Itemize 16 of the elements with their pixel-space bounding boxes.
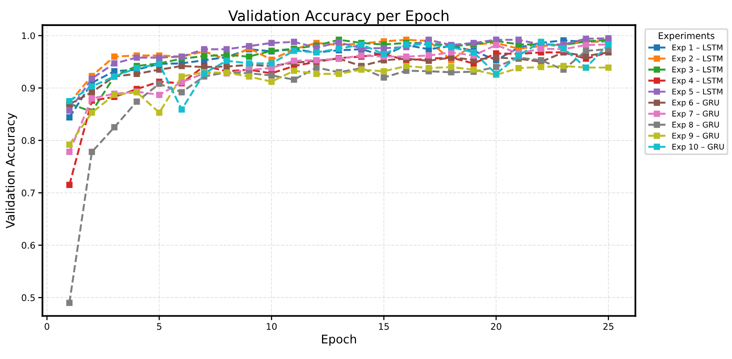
- y-tick-label: 0.9: [22, 84, 35, 92]
- legend-title: Experiments: [658, 32, 714, 41]
- x-tick-label: 20: [491, 323, 502, 330]
- x-tick-label: 10: [266, 323, 277, 330]
- y-tick-label: 0.7: [22, 190, 35, 196]
- y-axis-title: Validation Accuracy: [6, 112, 17, 228]
- x-tick-label: 15: [379, 323, 389, 330]
- y-tick-label: 0.6: [22, 242, 35, 249]
- x-tick-label: 5: [157, 323, 162, 330]
- x-tick-label: 25: [603, 323, 614, 330]
- y-tick-label: 1.0: [22, 32, 35, 40]
- x-tick-label: 0: [44, 323, 50, 330]
- y-tick-label: 0.5: [22, 294, 35, 302]
- x-axis-title: Epoch: [322, 334, 356, 346]
- y-tick-label: 0.8: [22, 137, 35, 144]
- chart-title: Validation Accuracy per Epoch: [228, 10, 448, 24]
